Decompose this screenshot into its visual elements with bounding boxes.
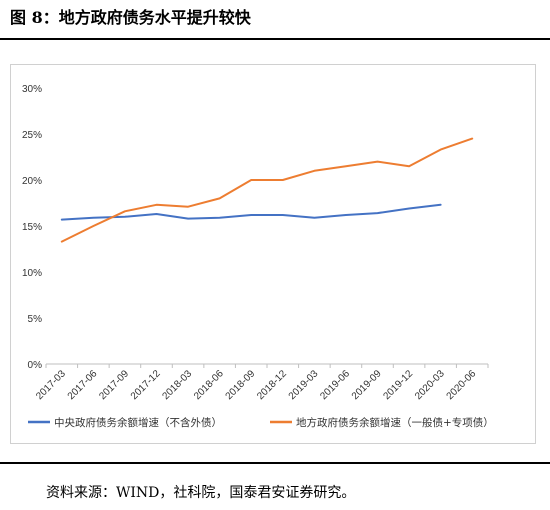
chart-frame	[10, 64, 536, 444]
series-line-central-debt	[60, 203, 442, 221]
y-tick-label: 10%	[22, 268, 42, 279]
x-tick-label: 2019-12	[381, 368, 415, 402]
x-tick-label: 2017-06	[66, 368, 100, 402]
y-tick-label: 0%	[28, 360, 43, 371]
y-tick-label: 20%	[22, 176, 42, 187]
title-divider	[0, 38, 550, 40]
x-tick-label: 2018-06	[192, 368, 226, 402]
source-note: 资料来源：WIND，社科院，国泰君安证券研究。	[46, 485, 356, 501]
x-tick-label: 2017-12	[129, 368, 163, 402]
x-tick-label: 2019-03	[287, 368, 321, 402]
x-tick-label: 2018-12	[255, 368, 289, 402]
x-tick-label: 2017-03	[34, 368, 68, 402]
y-tick-label: 25%	[22, 130, 42, 141]
legend-item-local-label: 地方政府债务余额增速（一般债+专项债）	[296, 416, 494, 429]
series-line-local-debt	[60, 137, 474, 243]
x-tick-label: 2018-03	[160, 368, 194, 402]
x-tick-label: 2020-06	[445, 368, 479, 402]
x-tick-label: 2018-09	[224, 368, 258, 402]
x-tick-label: 2017-09	[97, 368, 131, 402]
figure-title: 图 8：地方政府债务水平提升较快	[10, 8, 251, 27]
source-divider	[0, 462, 550, 464]
x-tick-label: 2019-06	[318, 368, 352, 402]
legend-item-central-label: 中央政府债务余额增速（不含外债）	[54, 416, 222, 429]
y-tick-label: 30%	[22, 84, 42, 95]
y-tick-label: 15%	[22, 222, 42, 233]
y-tick-label: 5%	[28, 314, 43, 325]
x-tick-label: 2020-03	[413, 368, 447, 402]
x-tick-label: 2019-09	[350, 368, 384, 402]
